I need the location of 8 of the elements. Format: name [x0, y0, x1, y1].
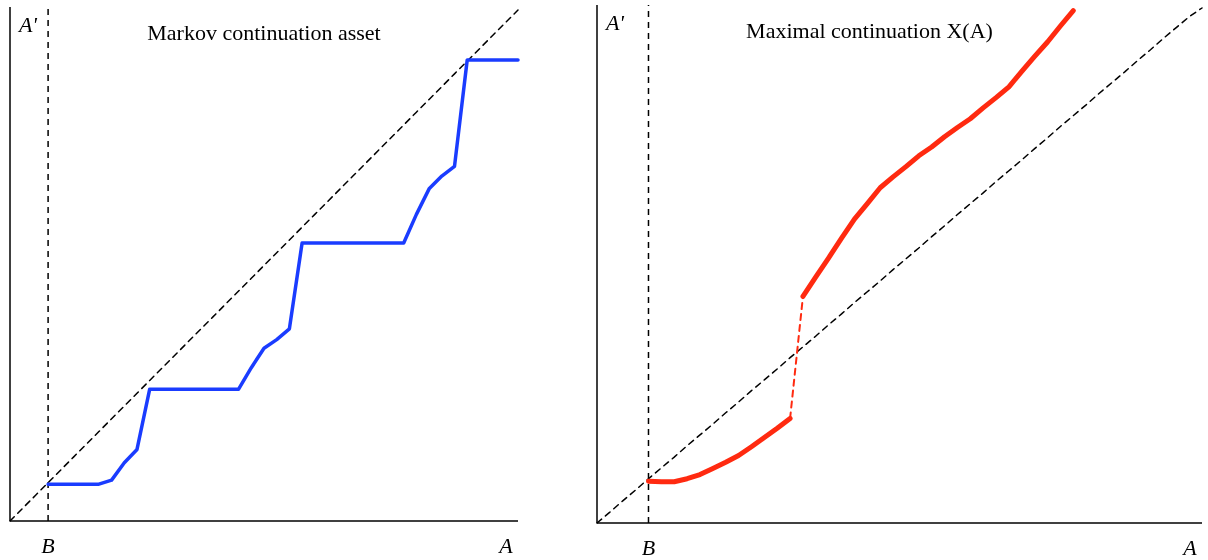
text: B: [641, 535, 656, 560]
text: B: [41, 533, 55, 558]
x-axis-title: A: [1181, 535, 1198, 560]
y-axis-title: A': [603, 10, 625, 35]
x-axis-title: A: [497, 533, 514, 558]
y-axis-title: A': [16, 12, 38, 37]
text: Markov continuation asset: [147, 20, 381, 45]
text: Maximal continuation X(A): [746, 18, 993, 43]
